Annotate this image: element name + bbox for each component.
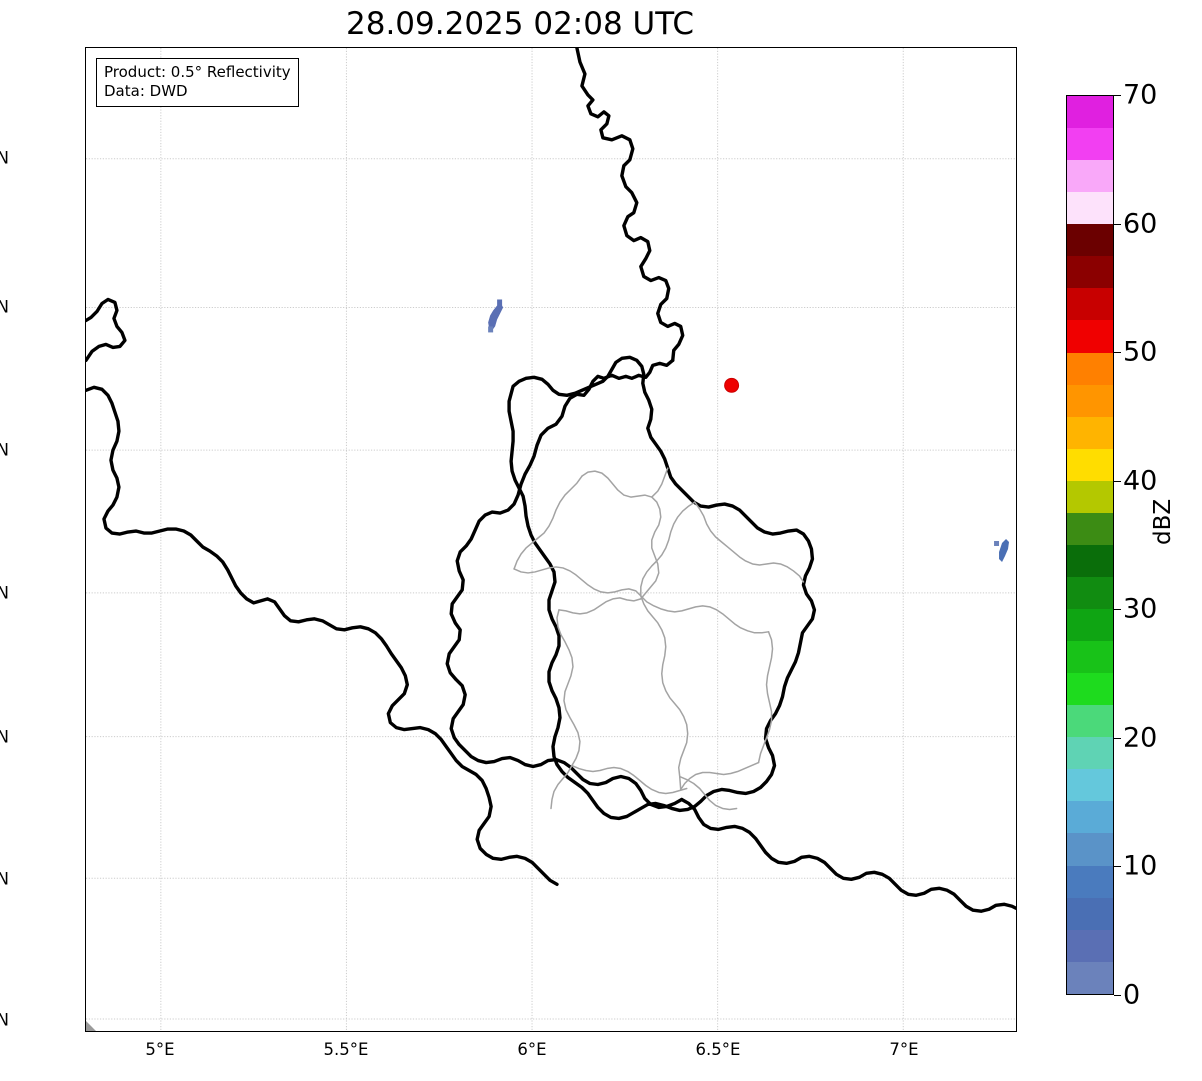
canton-borders xyxy=(513,467,805,811)
colorbar-band-15-17.5 xyxy=(1067,769,1113,802)
colorbar-band-27.5-30 xyxy=(1067,609,1113,642)
xtick-7e: 7°E xyxy=(889,1040,919,1059)
colorbar-band-60-62.5 xyxy=(1067,192,1113,225)
map-canvas xyxy=(86,48,1016,1031)
colorbar-label-60: 60 xyxy=(1123,208,1158,240)
info-box: Product: 0.5° Reflectivity Data: DWD xyxy=(96,58,299,107)
colorbar-tick-0 xyxy=(1114,995,1121,996)
ytick-49-5: 49.5°N xyxy=(0,727,9,747)
colorbar-band-10-12.5 xyxy=(1067,833,1113,866)
colorbar-band-47.5-50 xyxy=(1067,352,1113,385)
colorbar-label-40: 40 xyxy=(1123,465,1158,497)
ytick-49-25: 49.25°N xyxy=(0,869,9,889)
colorbar-label-50: 50 xyxy=(1123,336,1158,368)
colorbar-band-35-37.5 xyxy=(1067,512,1113,545)
colorbar-band-40-42.5 xyxy=(1067,448,1113,481)
xtick-5e: 5°E xyxy=(145,1040,175,1059)
border-west xyxy=(86,297,559,886)
colorbar-label-10: 10 xyxy=(1123,850,1158,882)
ytick-50: 50°N xyxy=(0,440,9,460)
colorbar-band-30-32.5 xyxy=(1067,576,1113,609)
page-title: 28.09.2025 02:08 UTC xyxy=(346,6,694,42)
colorbar-tick-30 xyxy=(1114,609,1121,610)
xtick-6-5e: 6.5°E xyxy=(695,1040,741,1059)
colorbar-label-70: 70 xyxy=(1123,79,1158,111)
colorbar-band-50-52.5 xyxy=(1067,320,1113,353)
colorbar-label-20: 20 xyxy=(1123,722,1158,754)
colorbar-tick-50 xyxy=(1114,352,1121,353)
colorbar-band-65-67.5 xyxy=(1067,128,1113,161)
colorbar-band-67.5-70 xyxy=(1067,96,1113,129)
country-borders xyxy=(445,48,1016,913)
colorbar-axis-label: dBZ xyxy=(1150,498,1176,545)
colorbar-band-12.5-15 xyxy=(1067,801,1113,834)
gridlines xyxy=(86,48,1016,1031)
colorbar-band-17.5-20 xyxy=(1067,737,1113,770)
colorbar-band-22.5-25 xyxy=(1067,673,1113,706)
colorbar-label-30: 30 xyxy=(1123,593,1158,625)
colorbar-band-57.5-60 xyxy=(1067,224,1113,257)
colorbar-band-52.5-55 xyxy=(1067,288,1113,321)
colorbar-tick-70 xyxy=(1114,95,1121,96)
colorbar-tick-20 xyxy=(1114,738,1121,739)
colorbar-band-32.5-35 xyxy=(1067,544,1113,577)
colorbar-band-5-7.5 xyxy=(1067,897,1113,930)
colorbar-tick-10 xyxy=(1114,866,1121,867)
colorbar[interactable] xyxy=(1066,95,1114,995)
colorbar-label-0: 0 xyxy=(1123,979,1141,1011)
map-corner-artifact xyxy=(86,1021,96,1031)
ytick-50-25: 50.25°N xyxy=(0,297,9,317)
info-data-source: Data: DWD xyxy=(104,82,188,100)
colorbar-band-0-2.5 xyxy=(1067,961,1113,994)
radar-echo-north xyxy=(488,299,504,333)
colorbar-band-7.5-10 xyxy=(1067,865,1113,898)
radar-echo-east xyxy=(994,539,1010,562)
colorbar-band-42.5-45 xyxy=(1067,416,1113,449)
colorbar-band-45-47.5 xyxy=(1067,384,1113,417)
info-product: Product: 0.5° Reflectivity xyxy=(104,63,291,81)
colorbar-tick-40 xyxy=(1114,481,1121,482)
xtick-6e: 6°E xyxy=(517,1040,547,1059)
ytick-49: 49°N xyxy=(0,1010,9,1030)
colorbar-band-20-22.5 xyxy=(1067,705,1113,738)
map-plot-area[interactable]: Product: 0.5° Reflectivity Data: DWD xyxy=(85,47,1017,1032)
colorbar-band-37.5-40 xyxy=(1067,480,1113,513)
colorbar-band-55-57.5 xyxy=(1067,256,1113,289)
colorbar-tick-60 xyxy=(1114,224,1121,225)
colorbar-band-62.5-65 xyxy=(1067,160,1113,193)
colorbar-band-2.5-5 xyxy=(1067,929,1113,962)
ytick-49-75: 49.75°N xyxy=(0,583,9,603)
xtick-5-5e: 5.5°E xyxy=(323,1040,369,1059)
ytick-50-5: 50.5°N xyxy=(0,148,9,168)
colorbar-band-25-27.5 xyxy=(1067,641,1113,674)
radar-site-marker[interactable] xyxy=(724,377,740,393)
